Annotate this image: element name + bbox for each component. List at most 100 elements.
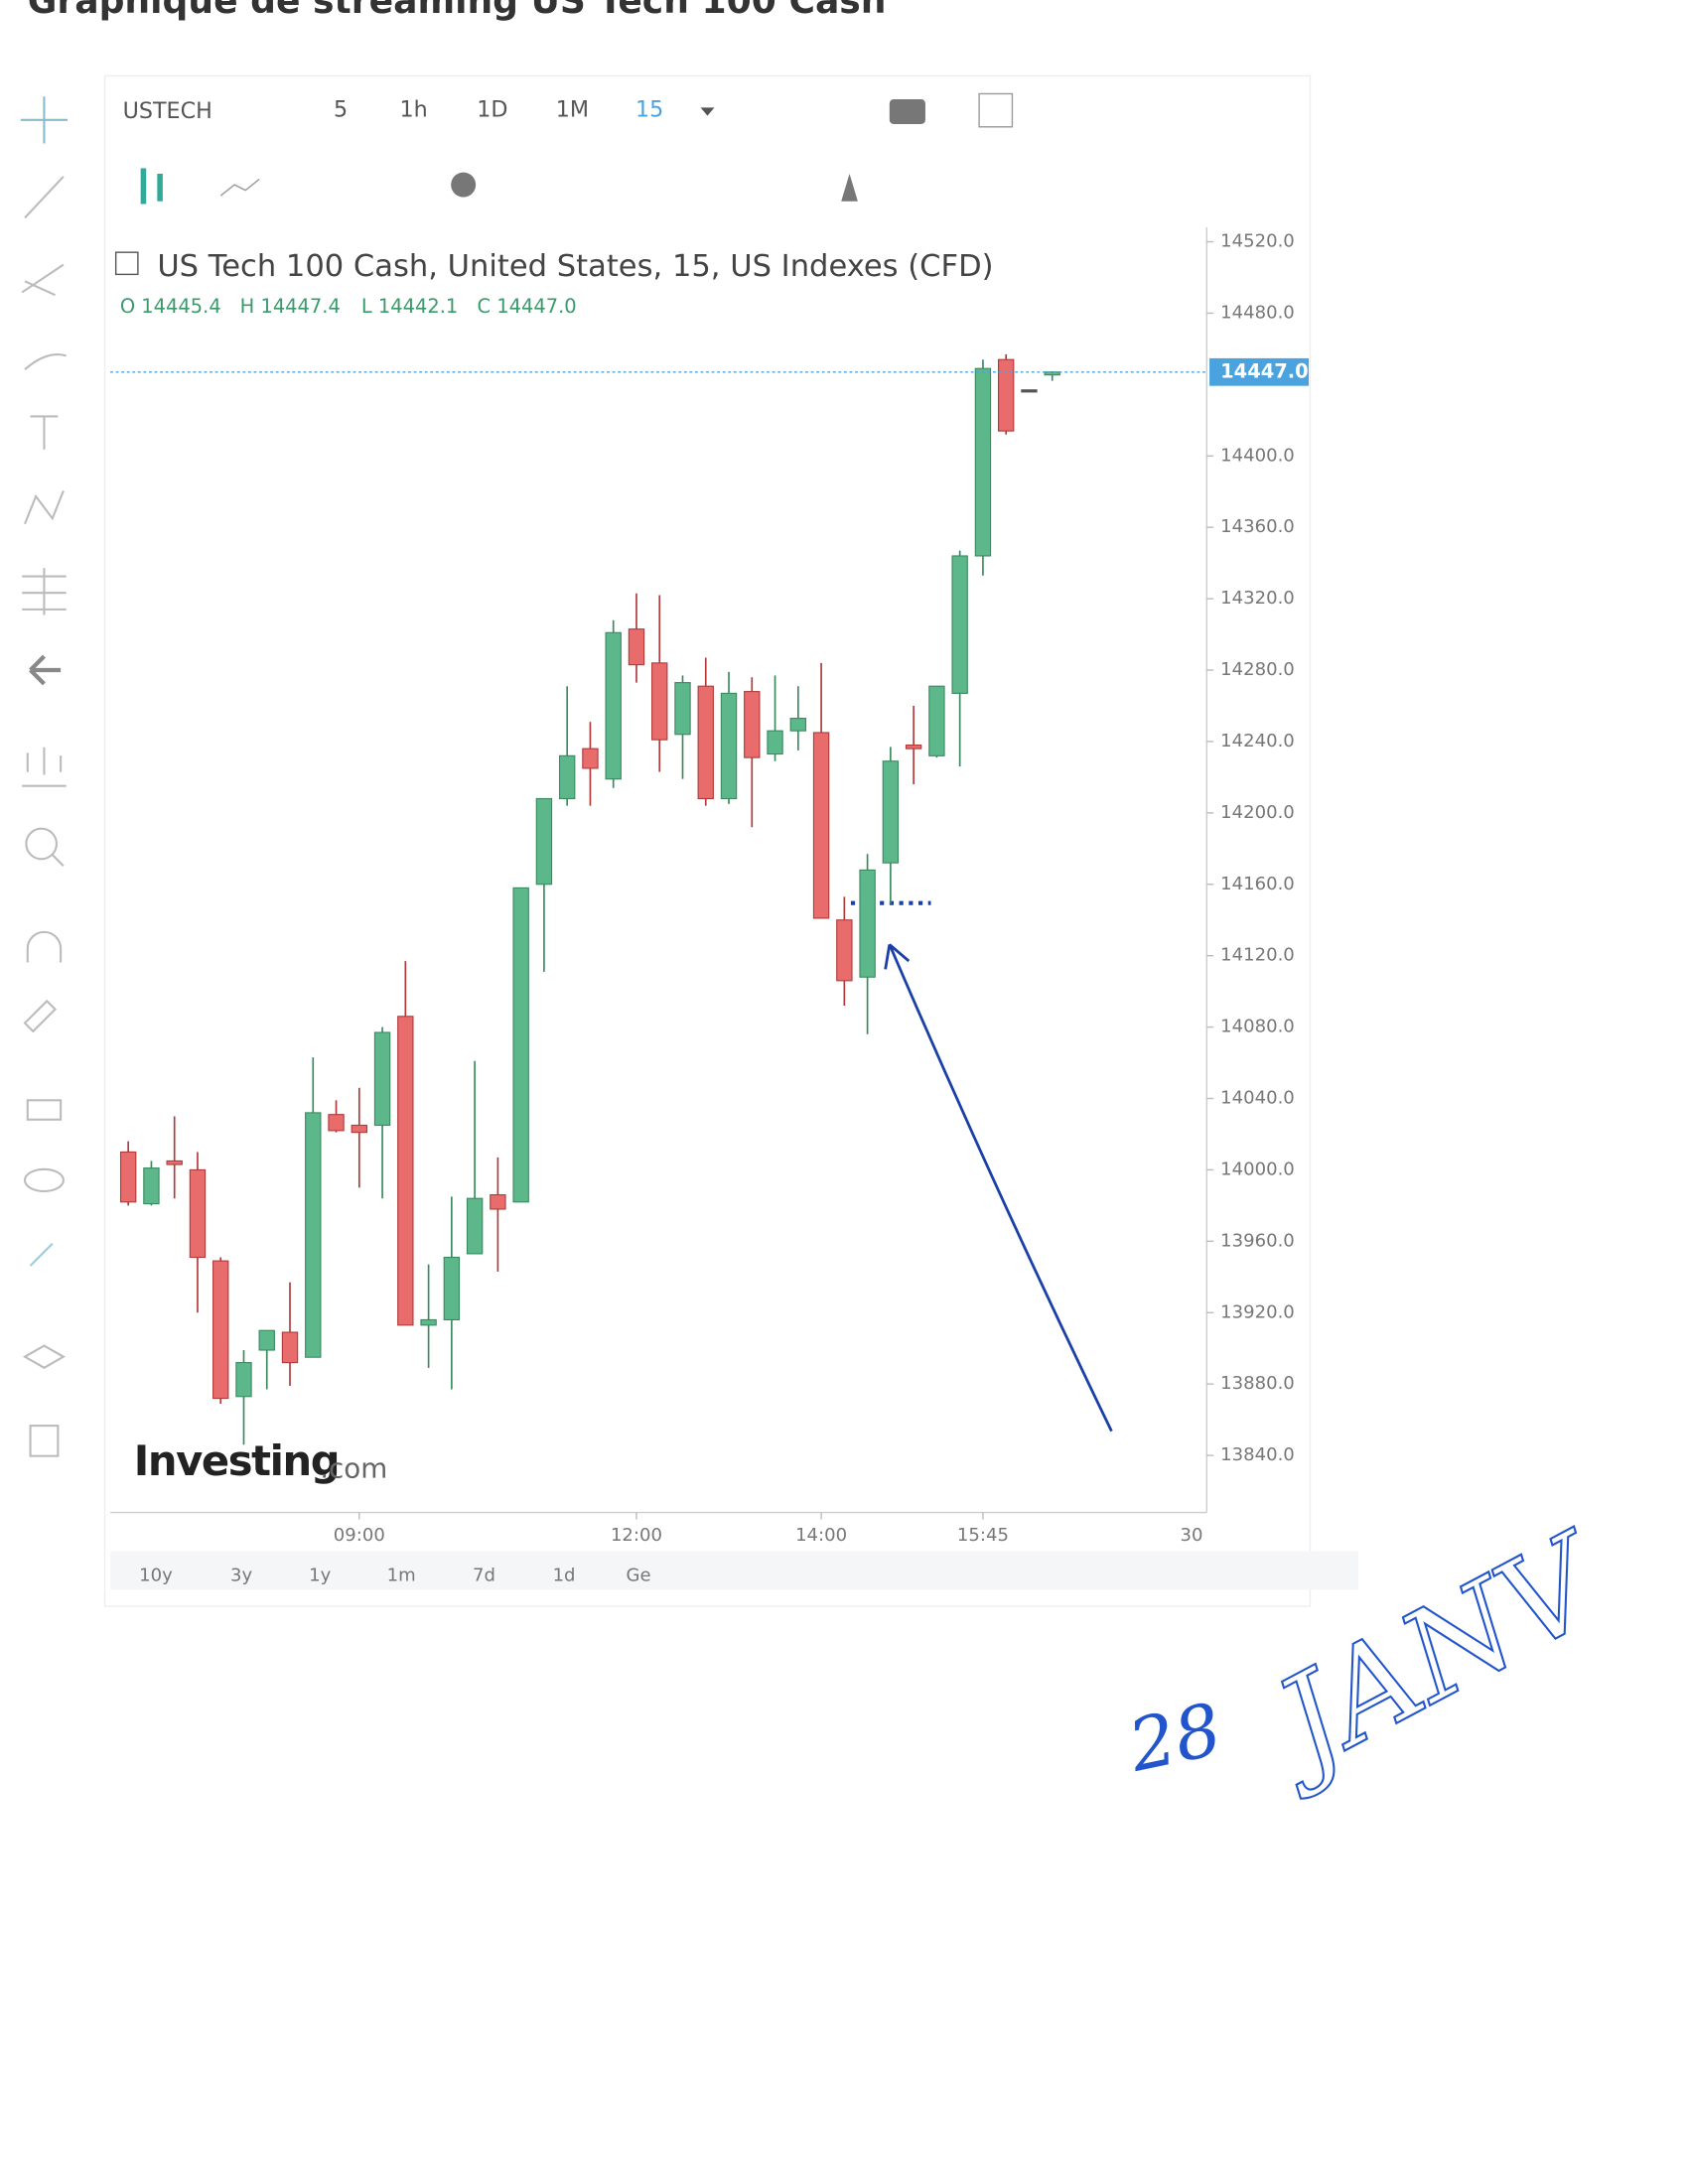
range-button[interactable]: 1y (309, 1566, 331, 1586)
candle-body (466, 1197, 484, 1255)
y-tick-label: 13880.0 (1220, 1373, 1295, 1394)
y-tick-label: 14480.0 (1220, 302, 1295, 323)
candle-body (628, 628, 645, 666)
candle-body (535, 797, 553, 886)
candle-body (512, 887, 529, 1203)
candle-body (351, 1124, 367, 1134)
x-tick-label: 09:00 (334, 1525, 385, 1546)
candle-body (974, 367, 992, 557)
alert-button[interactable] (841, 174, 858, 202)
symbol[interactable]: USTECH (123, 98, 212, 124)
candle-body (582, 748, 599, 769)
y-tick-label: 14240.0 (1220, 731, 1295, 751)
ohlc-high: H 14447.4 (240, 295, 341, 318)
candle-button[interactable] (140, 168, 163, 205)
candle-body (1044, 371, 1060, 376)
interval[interactable]: 1D (477, 97, 507, 123)
interval[interactable]: 1h (400, 97, 428, 123)
candle-body (119, 1151, 137, 1203)
last-price-tag (1209, 357, 1310, 386)
y-tick-label: 14040.0 (1220, 1088, 1295, 1109)
candle-body (744, 691, 761, 758)
candle-body (836, 919, 853, 982)
candle-body (143, 1167, 160, 1205)
handwritten-month: JANV (1237, 1505, 1630, 1806)
ohlc-close: C 14447.0 (478, 295, 577, 318)
candle-body (373, 1031, 391, 1127)
y-tick-label: 14160.0 (1220, 874, 1295, 894)
chart-frame (103, 74, 1312, 1607)
ohlc-low: L 14442.1 (361, 295, 458, 318)
settings-button[interactable] (451, 172, 477, 198)
candle-body (1021, 389, 1038, 393)
candle-body (443, 1256, 461, 1321)
y-tick-label: 14360.0 (1220, 516, 1295, 537)
interval[interactable]: 1M (556, 97, 589, 123)
y-tick-label: 14080.0 (1220, 1017, 1295, 1037)
ohlc-open: O 14445.4 (120, 295, 221, 318)
x-tick-label: 15:45 (957, 1525, 1009, 1546)
hand-arrow (884, 943, 1113, 1433)
candle-body (882, 760, 900, 864)
candle-body (605, 631, 622, 780)
y-tick-label: 14120.0 (1220, 945, 1295, 966)
candle-body (397, 1016, 414, 1326)
watermark-suffix: .com (320, 1452, 387, 1485)
candle-body (490, 1194, 506, 1210)
y-tick-label: 13920.0 (1220, 1301, 1295, 1322)
y-tick-label: 13840.0 (1220, 1444, 1295, 1465)
line-button[interactable] (219, 179, 260, 197)
range-button[interactable]: Ge (627, 1566, 651, 1586)
x-tick-label: 14:00 (795, 1525, 847, 1546)
candle-body (258, 1329, 275, 1351)
candle-body (212, 1260, 229, 1400)
candle-body (859, 869, 876, 978)
candle-body (235, 1362, 252, 1398)
candle-body (720, 692, 738, 800)
handwritten-day: 28 (1121, 1689, 1228, 1789)
candle-body (789, 718, 807, 732)
y-tick-label: 14200.0 (1220, 802, 1295, 823)
y-tick-label: 14520.0 (1220, 231, 1295, 252)
candle-body (305, 1112, 322, 1358)
last-price-label: 14447.0 (1220, 359, 1309, 382)
top-toolbar: USTECH 5 1h 1D 1M 15 (123, 92, 1014, 205)
candle-body (189, 1168, 207, 1259)
range-button[interactable]: 7d (473, 1566, 495, 1586)
range-button[interactable]: 10y (139, 1566, 173, 1586)
shape-button[interactable] (978, 92, 1014, 128)
y-tick-label: 14000.0 (1220, 1159, 1295, 1179)
candle-body (651, 662, 668, 741)
range-button[interactable]: 1d (553, 1566, 576, 1586)
y-tick-label: 14280.0 (1220, 659, 1295, 680)
range-button[interactable]: 1m (387, 1566, 416, 1586)
x-edge-label: 30 (1181, 1525, 1203, 1546)
collapse-icon[interactable] (114, 251, 139, 276)
candle-body (951, 555, 968, 694)
candle-body (166, 1160, 183, 1165)
range-button[interactable]: 3y (230, 1566, 252, 1586)
watermark: Investing (134, 1436, 340, 1485)
interval[interactable]: 5 (334, 97, 348, 123)
candle-body (420, 1318, 437, 1326)
candle-body (328, 1114, 345, 1132)
y-tick-label: 14320.0 (1220, 588, 1295, 609)
candle-body (905, 744, 922, 750)
candle-body (697, 685, 714, 800)
dropdown[interactable] (700, 107, 715, 116)
candle-body (767, 730, 783, 755)
interval-active[interactable]: 15 (635, 97, 663, 123)
candle-body (928, 685, 945, 756)
camera-button[interactable] (889, 99, 925, 124)
candle-body (281, 1331, 299, 1364)
candle-body (674, 682, 691, 736)
left-toolbar (20, 96, 69, 1457)
candle-body (812, 732, 830, 919)
x-tick-label: 12:00 (611, 1525, 662, 1546)
chart-title: US Tech 100 Cash, United States, 15, US … (157, 249, 993, 284)
y-tick-label: 13960.0 (1220, 1230, 1295, 1251)
page-title: Graphique de streaming US Tech 100 Cash (28, 0, 887, 22)
candle-body (998, 358, 1015, 432)
